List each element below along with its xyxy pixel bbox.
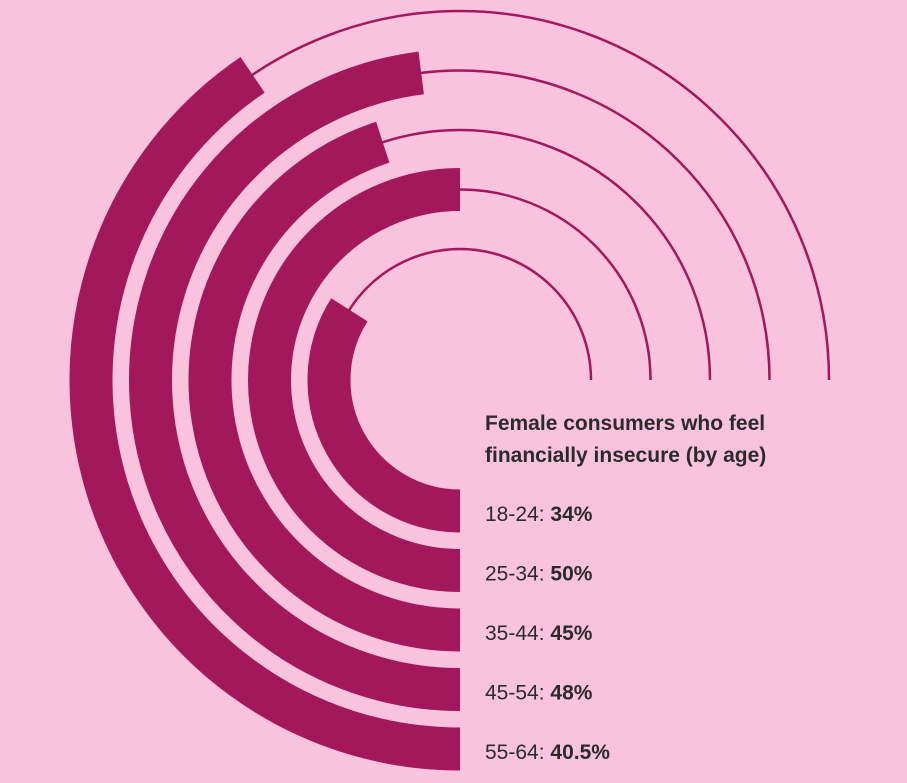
category-label: 25-34: 50% xyxy=(485,562,593,585)
category: 35-44: xyxy=(485,622,545,645)
category: 25-34: xyxy=(485,562,545,585)
bar xyxy=(129,51,461,711)
bar xyxy=(188,121,461,652)
bar xyxy=(307,298,461,533)
category: 55-64: xyxy=(485,741,545,764)
category-label: 55-64: 40.5% xyxy=(485,741,610,764)
value-label: 50% xyxy=(550,562,592,585)
category-label: 35-44: 45% xyxy=(485,622,593,645)
value-label: 45% xyxy=(550,622,592,645)
category: 18-24: xyxy=(485,503,545,526)
value-label: 48% xyxy=(550,681,592,704)
value-label: 40.5% xyxy=(550,741,610,764)
bar xyxy=(248,168,461,592)
category-label: 18-24: 34% xyxy=(485,503,593,526)
category-label: 45-54: 48% xyxy=(485,681,593,704)
bar xyxy=(69,57,461,771)
chart-title: Female consumers who feel financially in… xyxy=(485,412,767,467)
value-label: 34% xyxy=(550,503,592,526)
category: 45-54: xyxy=(485,681,545,704)
